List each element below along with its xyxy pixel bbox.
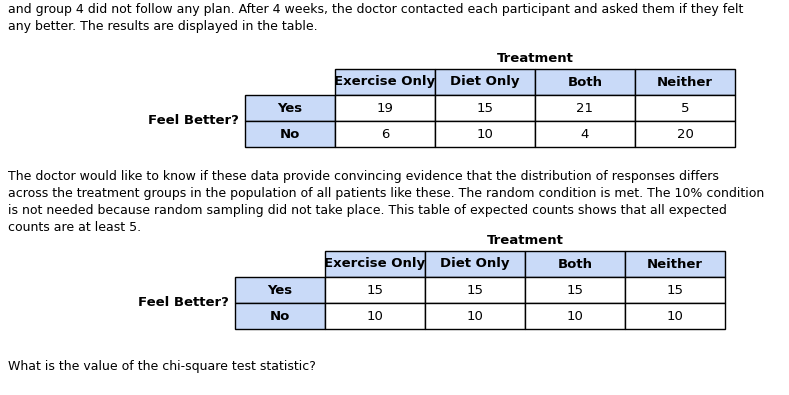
Bar bbox=[425, 303, 525, 329]
Bar bbox=[235, 277, 325, 303]
Text: Yes: Yes bbox=[278, 102, 302, 115]
Bar bbox=[425, 251, 525, 277]
Text: 10: 10 bbox=[567, 310, 583, 322]
Text: Both: Both bbox=[567, 75, 603, 88]
Text: Feel Better?: Feel Better? bbox=[138, 297, 229, 310]
Bar bbox=[335, 121, 435, 147]
Bar bbox=[635, 69, 735, 95]
Text: What is the value of the chi-square test statistic?: What is the value of the chi-square test… bbox=[8, 360, 316, 373]
Bar bbox=[635, 95, 735, 121]
Text: and group 4 did not follow any plan. After 4 weeks, the doctor contacted each pa: and group 4 did not follow any plan. Aft… bbox=[8, 3, 743, 33]
Text: No: No bbox=[280, 128, 300, 141]
Text: 15: 15 bbox=[367, 284, 383, 297]
Text: Diet Only: Diet Only bbox=[440, 258, 510, 271]
Text: 15: 15 bbox=[667, 284, 683, 297]
Bar bbox=[525, 251, 625, 277]
Bar bbox=[625, 277, 725, 303]
Bar bbox=[535, 121, 635, 147]
Text: Diet Only: Diet Only bbox=[451, 75, 520, 88]
Text: 4: 4 bbox=[581, 128, 589, 141]
Text: Neither: Neither bbox=[647, 258, 703, 271]
Text: 21: 21 bbox=[577, 102, 593, 115]
Text: 10: 10 bbox=[367, 310, 383, 322]
Text: Exercise Only: Exercise Only bbox=[324, 258, 425, 271]
Text: Yes: Yes bbox=[267, 284, 293, 297]
Bar bbox=[525, 277, 625, 303]
Bar bbox=[335, 95, 435, 121]
Text: Both: Both bbox=[558, 258, 593, 271]
Bar bbox=[325, 303, 425, 329]
Bar bbox=[435, 121, 535, 147]
Bar bbox=[325, 251, 425, 277]
Text: 10: 10 bbox=[466, 310, 484, 322]
Bar bbox=[245, 121, 335, 147]
Text: No: No bbox=[270, 310, 290, 322]
Text: 15: 15 bbox=[466, 284, 484, 297]
Text: 15: 15 bbox=[567, 284, 584, 297]
Text: Exercise Only: Exercise Only bbox=[335, 75, 436, 88]
Text: Neither: Neither bbox=[657, 75, 713, 88]
Bar bbox=[425, 277, 525, 303]
Bar bbox=[245, 95, 335, 121]
Text: 5: 5 bbox=[681, 102, 690, 115]
Bar bbox=[325, 277, 425, 303]
Bar bbox=[235, 303, 325, 329]
Bar bbox=[335, 69, 435, 95]
Bar bbox=[635, 121, 735, 147]
Text: 15: 15 bbox=[477, 102, 493, 115]
Text: Treatment: Treatment bbox=[487, 234, 563, 247]
Bar bbox=[435, 69, 535, 95]
Bar bbox=[625, 251, 725, 277]
Bar bbox=[625, 303, 725, 329]
Text: 20: 20 bbox=[676, 128, 694, 141]
Text: 6: 6 bbox=[381, 128, 389, 141]
Bar bbox=[435, 95, 535, 121]
Bar bbox=[535, 95, 635, 121]
Bar bbox=[525, 303, 625, 329]
Bar bbox=[535, 69, 635, 95]
Text: Feel Better?: Feel Better? bbox=[148, 115, 239, 128]
Text: 10: 10 bbox=[477, 128, 493, 141]
Text: 10: 10 bbox=[667, 310, 683, 322]
Text: 19: 19 bbox=[376, 102, 394, 115]
Text: Treatment: Treatment bbox=[496, 52, 574, 65]
Text: The doctor would like to know if these data provide convincing evidence that the: The doctor would like to know if these d… bbox=[8, 170, 765, 234]
